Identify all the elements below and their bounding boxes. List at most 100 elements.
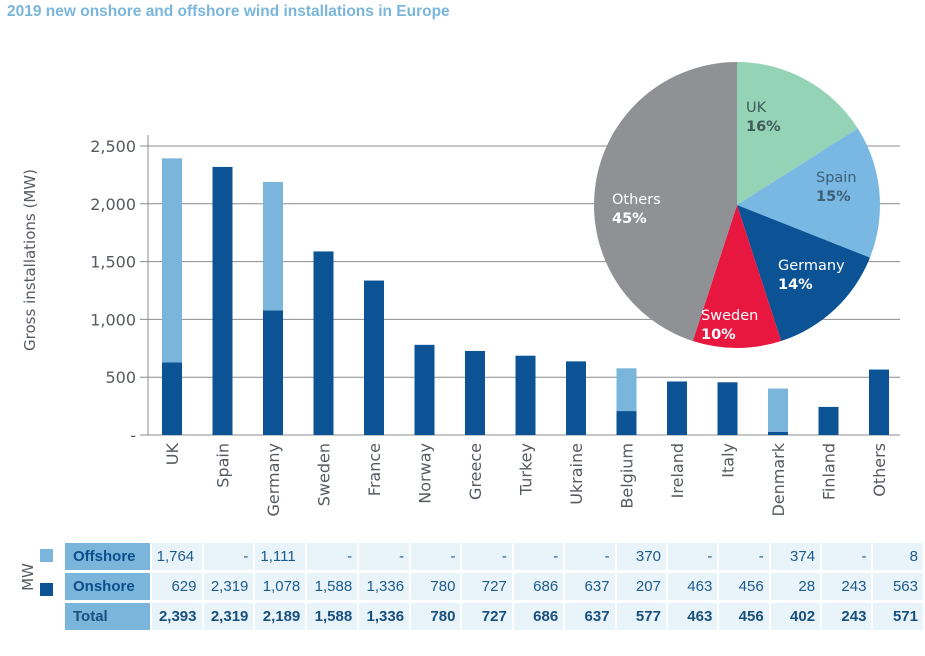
bar-series — [162, 158, 889, 436]
y-tick-label: 500 — [105, 368, 136, 387]
table-cell: 243 — [822, 573, 872, 600]
pie-label: Others — [612, 192, 661, 208]
table-cell: - — [411, 543, 461, 570]
table-cell: 1,336 — [359, 573, 410, 600]
pie-percent: 45% — [612, 211, 647, 227]
x-category-label: Turkey — [517, 443, 536, 496]
table-cell: 577 — [616, 603, 666, 630]
bar-offshore-belgium — [616, 368, 637, 412]
y-axis-label: Gross installations (MW) — [21, 169, 39, 351]
bar-offshore-others — [869, 368, 889, 370]
pie-percent: 14% — [778, 277, 813, 293]
bar-onshore-belgium — [616, 411, 637, 435]
table-row-onshore: Onshore 629 2,319 1,078 1,588 1,336 780 727 686 6… — [65, 573, 923, 600]
chart-title: 2019 new onshore and offshore wind insta… — [7, 3, 450, 20]
x-category-label: Sweden — [315, 443, 334, 506]
pie-label: Germany — [778, 258, 845, 274]
pie-label: Spain — [816, 170, 857, 186]
x-category-label: Germany — [264, 443, 283, 517]
x-category-label: UK — [163, 442, 182, 465]
bar-onshore-uk — [162, 362, 182, 435]
table-cell: - — [203, 543, 254, 570]
row-label: Total — [65, 603, 150, 630]
table-cell: - — [513, 543, 564, 570]
table-cell: 1,111 — [255, 543, 306, 570]
x-category-label: Italy — [719, 443, 738, 478]
x-category-label: Spain — [214, 443, 233, 488]
table-cell: 2,319 — [203, 573, 254, 600]
table-cell: 1,588 — [307, 573, 358, 600]
bar-onshore-others — [869, 369, 889, 435]
table-cell: 571 — [873, 603, 923, 630]
table-cell: 463 — [667, 573, 718, 600]
table-cell: 780 — [411, 603, 461, 630]
pie-label: UK — [746, 100, 767, 116]
x-category-label: Others — [870, 443, 889, 497]
bar-onshore-denmark — [768, 431, 788, 435]
bar-onshore-sweden — [313, 251, 334, 435]
table-cell: - — [719, 543, 769, 570]
table-cell: 402 — [770, 603, 821, 630]
table-cell: 374 — [770, 543, 821, 570]
x-axis-categories: UK Spain Germany Sweden France Norway Greece Tu… — [163, 442, 889, 516]
pie-slice-others — [594, 62, 737, 342]
bar-onshore-turkey — [515, 355, 536, 435]
table-cell: 207 — [616, 573, 666, 600]
table-cell: 1,078 — [255, 573, 306, 600]
table-cell: 370 — [616, 543, 666, 570]
table-cell: 727 — [462, 573, 512, 600]
row-label: Onshore — [65, 573, 150, 600]
x-category-label: Finland — [820, 443, 839, 500]
bar-offshore-denmark — [768, 388, 788, 432]
bar-onshore-ukraine — [566, 361, 586, 435]
table-cell: 1,588 — [307, 603, 358, 630]
table-cell: 686 — [513, 603, 564, 630]
x-category-label: Belgium — [618, 443, 637, 509]
table-cell: 8 — [873, 543, 923, 570]
table-cell: 456 — [719, 603, 769, 630]
data-table: Offshore 1,764-1,111- - - - - -370- -374-8 Onsho… — [63, 540, 925, 633]
x-category-label: Greece — [466, 443, 485, 500]
x-category-label: Ukraine — [567, 443, 586, 505]
table-cell: 1,336 — [359, 603, 410, 630]
table-cell: 463 — [667, 603, 718, 630]
pie-slice-germany — [737, 205, 870, 342]
bar-offshore-germany — [263, 181, 283, 311]
table-cell: 637 — [565, 573, 615, 600]
bar-onshore-spain — [212, 166, 233, 436]
offshore-swatch — [40, 549, 53, 562]
table-cell: 1,764 — [151, 543, 202, 570]
bar-onshore-germany — [263, 310, 283, 435]
pie-percent: 10% — [701, 327, 736, 343]
table-cell: 2,319 — [203, 603, 254, 630]
table-cell: - — [667, 543, 718, 570]
pie-slice-spain — [737, 128, 880, 258]
bar-onshore-ireland — [667, 381, 687, 435]
pie-slice-sweden — [692, 205, 782, 348]
table-cell: - — [565, 543, 615, 570]
pie-chart: UK 16% Spain 15% Germany 14% Sweden 10% Others 45… — [594, 62, 880, 348]
y-tick-label: 2,500 — [90, 137, 136, 156]
table-cell: - — [462, 543, 512, 570]
bar-onshore-france — [364, 280, 384, 435]
unit-label: MW — [19, 563, 37, 591]
pie-percent: 15% — [816, 189, 851, 205]
y-axis-ticks: - 500 1,000 1,500 2,000 2,500 — [90, 137, 136, 445]
table-cell: 780 — [411, 573, 461, 600]
bar-onshore-finland — [818, 406, 839, 435]
y-tick-label: 1,500 — [90, 253, 136, 272]
y-tick-label: 2,000 — [90, 195, 136, 214]
table-cell: 2,189 — [255, 603, 306, 630]
onshore-swatch — [40, 583, 53, 596]
table-row-offshore: Offshore 1,764-1,111- - - - - -370- -374-8 — [65, 543, 923, 570]
pie-label: Sweden — [701, 308, 758, 324]
y-tick-label: - — [130, 426, 136, 445]
table-cell: 727 — [462, 603, 512, 630]
table-cell: - — [822, 543, 872, 570]
table-legend: MW — [12, 549, 53, 615]
table-row-total: Total 2,393 2,319 2,189 1,588 1,336 780 727 686 6… — [65, 603, 923, 630]
x-category-label: Denmark — [769, 442, 788, 516]
table-cell: 686 — [513, 573, 564, 600]
bar-offshore-uk — [162, 158, 182, 363]
